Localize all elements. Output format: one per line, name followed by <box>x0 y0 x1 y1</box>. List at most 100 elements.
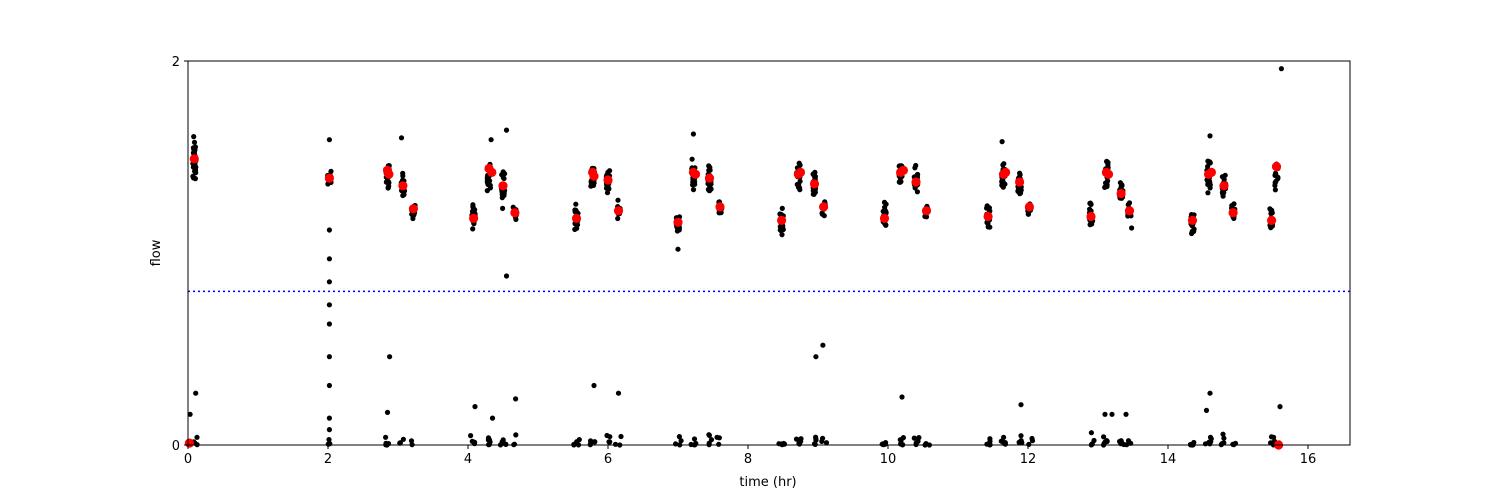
raw-point <box>1207 185 1213 191</box>
raw-point <box>501 192 507 198</box>
raw-point <box>1272 182 1278 189</box>
raw-point <box>503 127 510 133</box>
raw-point <box>485 181 491 187</box>
x-tick-label: 0 <box>184 452 192 467</box>
raw-point <box>707 183 713 189</box>
raw-point <box>1203 407 1210 413</box>
raw-point <box>1277 404 1283 410</box>
raw-point <box>1087 222 1093 228</box>
raw-point <box>1088 201 1094 207</box>
raw-point <box>400 436 406 442</box>
raw-point <box>812 187 818 193</box>
x-tick-label: 8 <box>744 452 752 467</box>
raw-point <box>883 209 889 215</box>
raw-point <box>1101 434 1107 440</box>
raw-point <box>716 210 722 216</box>
raw-point <box>1273 178 1279 184</box>
raw-point <box>385 185 391 191</box>
raw-point <box>326 302 332 308</box>
raw-point <box>676 434 683 440</box>
raw-point <box>819 210 825 216</box>
raw-point <box>397 440 403 446</box>
raw-point <box>813 354 819 360</box>
raw-point <box>573 207 579 213</box>
raw-point <box>612 441 619 447</box>
raw-point <box>1104 159 1110 165</box>
raw-point <box>618 433 624 440</box>
mean-point <box>1124 206 1135 216</box>
raw-point <box>591 382 597 389</box>
raw-point <box>1205 179 1211 185</box>
raw-point <box>1025 211 1031 217</box>
raw-point <box>400 192 406 199</box>
raw-point <box>779 205 785 211</box>
raw-point <box>1206 160 1212 166</box>
raw-point <box>1015 188 1021 194</box>
raw-point <box>673 441 679 447</box>
raw-point <box>1118 441 1124 447</box>
raw-point <box>193 170 199 176</box>
mean-point <box>809 179 820 189</box>
raw-point <box>812 169 818 175</box>
raw-point <box>1101 441 1107 447</box>
raw-point <box>690 178 697 184</box>
mean-point <box>1187 215 1198 225</box>
raw-point <box>190 175 197 181</box>
raw-point <box>484 188 490 194</box>
raw-point <box>592 439 598 445</box>
raw-point <box>896 179 902 185</box>
raw-point <box>1267 206 1273 212</box>
raw-point <box>1018 433 1024 439</box>
raw-point <box>1222 172 1228 178</box>
raw-point <box>706 187 712 194</box>
raw-point <box>193 164 199 170</box>
mean-point <box>384 169 394 179</box>
raw-point <box>326 227 332 233</box>
raw-point <box>194 434 200 440</box>
raw-point <box>326 279 332 285</box>
raw-point <box>1088 430 1094 436</box>
raw-point <box>486 437 492 443</box>
mean-point <box>1206 167 1216 177</box>
x-tick-label: 16 <box>1300 452 1317 467</box>
raw-point <box>985 224 991 230</box>
raw-point <box>691 436 698 442</box>
raw-point <box>326 382 332 389</box>
raw-point <box>326 256 332 262</box>
raw-point <box>797 178 803 184</box>
mean-point <box>704 173 715 183</box>
mean-point <box>498 181 508 191</box>
raw-point <box>984 205 990 211</box>
mean-point <box>777 215 787 225</box>
raw-point <box>1102 411 1108 417</box>
mean-point <box>983 211 993 222</box>
raw-point <box>468 433 474 439</box>
raw-point <box>1123 411 1129 417</box>
raw-point <box>914 189 921 195</box>
y-tick-label: 0 <box>172 439 180 454</box>
raw-point <box>489 415 496 421</box>
raw-point <box>387 354 393 360</box>
raw-point <box>607 439 613 445</box>
raw-point <box>615 215 621 222</box>
raw-point <box>513 396 519 402</box>
raw-point <box>1220 193 1226 199</box>
raw-point <box>813 436 819 442</box>
x-tick-label: 6 <box>604 452 612 467</box>
raw-point <box>987 436 993 442</box>
mean-point <box>469 213 479 223</box>
mean-point <box>408 204 418 214</box>
raw-point <box>1221 440 1227 446</box>
raw-point <box>883 201 889 207</box>
y-tick-label: 2 <box>172 55 180 70</box>
raw-point <box>191 146 197 152</box>
mean-point <box>613 206 624 216</box>
raw-point <box>604 190 611 196</box>
raw-point <box>1230 441 1236 447</box>
mean-point <box>911 177 921 187</box>
mean-point <box>1267 215 1277 225</box>
raw-point <box>187 411 193 417</box>
mean-point <box>1024 202 1034 212</box>
raw-point <box>1087 206 1093 212</box>
raw-point <box>796 439 802 446</box>
